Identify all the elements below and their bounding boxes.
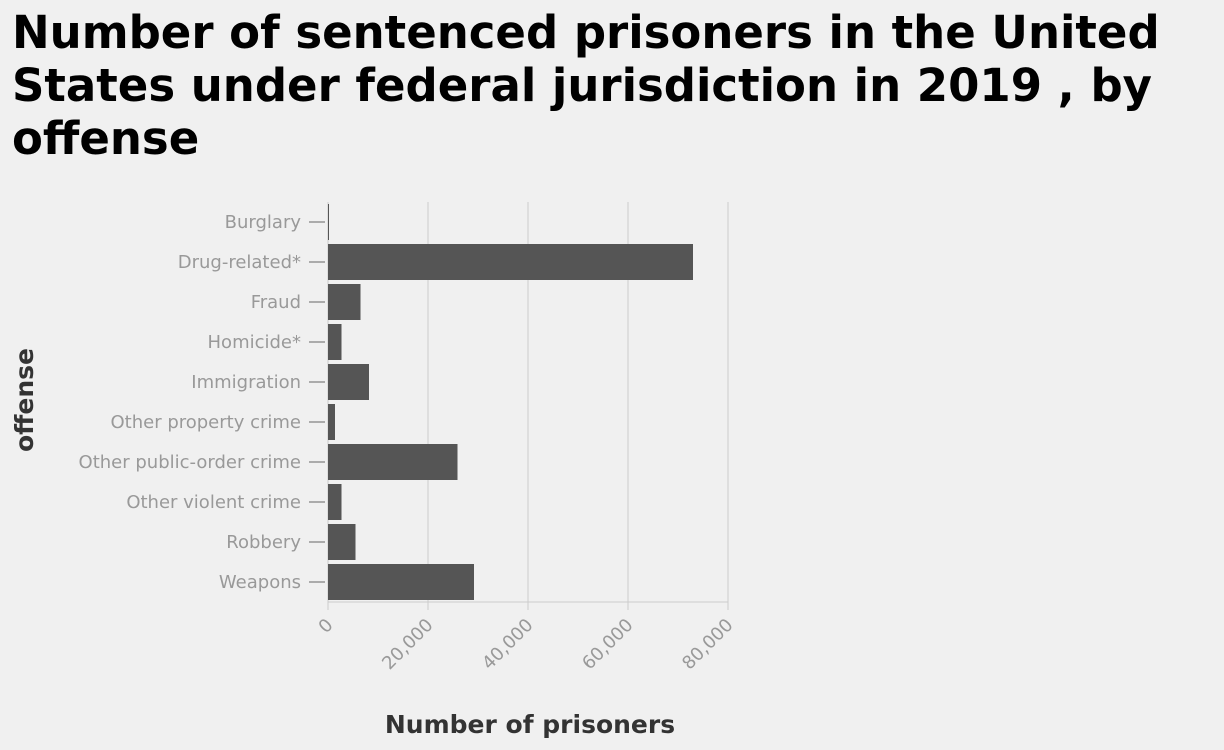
axes xyxy=(309,221,729,610)
x-tick-label: 40,000 xyxy=(478,615,537,674)
bar xyxy=(328,484,342,520)
category-label: Burglary xyxy=(225,212,302,233)
x-tick-labels: 0 20,000 40,000 60,000 80,000 xyxy=(315,615,738,674)
category-label: Other public-order crime xyxy=(79,452,301,473)
y-axis-title: offense xyxy=(10,348,39,452)
category-labels: Burglary Drug-related* Fraud Homicide* Immig… xyxy=(79,212,302,593)
category-label: Fraud xyxy=(251,292,301,313)
bar xyxy=(328,364,369,400)
bar xyxy=(328,284,361,320)
bars xyxy=(328,204,693,600)
x-tick-label: 80,000 xyxy=(678,615,737,674)
bar xyxy=(328,404,335,440)
x-tick-label: 60,000 xyxy=(578,615,637,674)
x-tick-label: 20,000 xyxy=(378,615,437,674)
category-label: Other property crime xyxy=(110,412,301,433)
bar xyxy=(328,564,474,600)
chart-title: Number of sentenced prisoners in the Uni… xyxy=(12,6,1160,165)
category-label: Weapons xyxy=(219,572,301,593)
bar xyxy=(328,524,356,560)
x-axis-title: Number of prisoners xyxy=(385,710,675,739)
bar xyxy=(328,244,693,280)
category-label: Immigration xyxy=(191,372,301,393)
x-tick-label: 0 xyxy=(315,615,338,638)
category-label: Robbery xyxy=(226,532,301,553)
bar xyxy=(328,204,329,240)
category-label: Homicide* xyxy=(208,332,301,353)
category-label: Drug-related* xyxy=(178,252,301,273)
bar xyxy=(328,444,458,480)
category-label: Other violent crime xyxy=(126,492,301,513)
bar xyxy=(328,324,342,360)
